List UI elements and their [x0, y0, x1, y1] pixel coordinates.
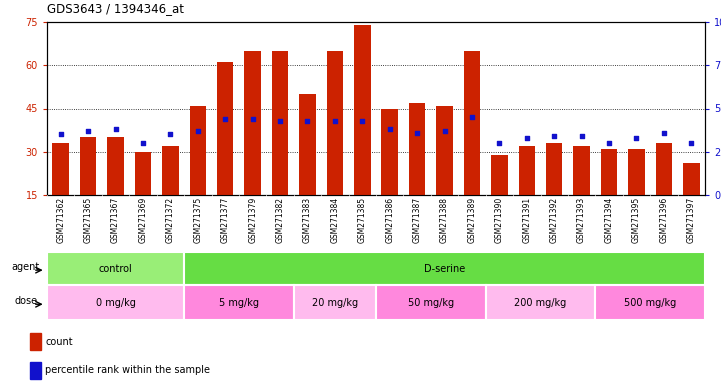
Point — [466, 114, 478, 120]
Point — [274, 118, 286, 124]
Point — [137, 140, 149, 146]
Text: 500 mg/kg: 500 mg/kg — [624, 298, 676, 308]
Bar — [244, 51, 261, 195]
Bar — [217, 62, 234, 195]
Point — [576, 133, 588, 139]
Point — [301, 118, 313, 124]
Point — [384, 126, 396, 132]
Point — [356, 118, 368, 124]
Bar — [628, 149, 645, 195]
Bar — [573, 146, 590, 195]
Text: 200 mg/kg: 200 mg/kg — [514, 298, 567, 308]
Point — [686, 140, 697, 146]
Bar — [293, 285, 376, 320]
Text: GSM271397: GSM271397 — [687, 197, 696, 243]
Point — [82, 128, 94, 134]
Bar — [162, 146, 179, 195]
Point — [110, 126, 121, 132]
Bar — [53, 143, 69, 195]
Text: GSM271372: GSM271372 — [166, 197, 175, 243]
Text: GSM271396: GSM271396 — [660, 197, 668, 243]
Text: GSM271384: GSM271384 — [330, 197, 340, 243]
Bar — [464, 51, 480, 195]
Text: GSM271385: GSM271385 — [358, 197, 367, 243]
Bar — [30, 362, 41, 379]
Point — [658, 130, 670, 136]
Point — [247, 116, 258, 122]
Bar — [30, 333, 41, 350]
Text: GSM271389: GSM271389 — [467, 197, 477, 243]
Point — [164, 131, 176, 137]
Point — [55, 131, 66, 137]
Point — [603, 140, 615, 146]
Text: 0 mg/kg: 0 mg/kg — [96, 298, 136, 308]
Text: GSM271367: GSM271367 — [111, 197, 120, 243]
Bar — [409, 103, 425, 195]
Bar — [272, 51, 288, 195]
Point — [631, 135, 642, 141]
Point — [521, 135, 533, 141]
Text: GSM271386: GSM271386 — [385, 197, 394, 243]
Text: GSM271392: GSM271392 — [549, 197, 559, 243]
Text: GSM271369: GSM271369 — [138, 197, 148, 243]
Bar — [546, 143, 562, 195]
Text: GSM271375: GSM271375 — [193, 197, 203, 243]
Bar — [107, 137, 124, 195]
Text: agent: agent — [12, 262, 40, 272]
Text: GSM271388: GSM271388 — [440, 197, 449, 243]
Text: GSM271377: GSM271377 — [221, 197, 230, 243]
Text: control: control — [99, 263, 133, 273]
Text: 20 mg/kg: 20 mg/kg — [311, 298, 358, 308]
Text: D-serine: D-serine — [424, 263, 465, 273]
Bar — [190, 106, 206, 195]
Point — [439, 128, 451, 134]
Bar — [184, 252, 705, 285]
Text: count: count — [45, 337, 73, 347]
Text: 50 mg/kg: 50 mg/kg — [408, 298, 454, 308]
Text: GDS3643 / 1394346_at: GDS3643 / 1394346_at — [47, 2, 184, 15]
Bar — [518, 146, 535, 195]
Point — [329, 118, 340, 124]
Bar — [299, 94, 316, 195]
Text: GSM271379: GSM271379 — [248, 197, 257, 243]
Bar — [486, 285, 596, 320]
Text: 5 mg/kg: 5 mg/kg — [219, 298, 259, 308]
Text: GSM271391: GSM271391 — [522, 197, 531, 243]
Bar — [376, 285, 486, 320]
Bar — [491, 155, 508, 195]
Bar — [601, 149, 617, 195]
Point — [412, 130, 423, 136]
Bar — [683, 163, 699, 195]
Text: GSM271394: GSM271394 — [604, 197, 614, 243]
Bar — [381, 109, 398, 195]
Bar — [47, 285, 184, 320]
Text: GSM271383: GSM271383 — [303, 197, 312, 243]
Text: GSM271362: GSM271362 — [56, 197, 65, 243]
Bar — [596, 285, 705, 320]
Text: GSM271390: GSM271390 — [495, 197, 504, 243]
Text: GSM271387: GSM271387 — [412, 197, 422, 243]
Text: GSM271395: GSM271395 — [632, 197, 641, 243]
Point — [494, 140, 505, 146]
Bar — [354, 25, 371, 195]
Point — [192, 128, 203, 134]
Text: percentile rank within the sample: percentile rank within the sample — [45, 365, 211, 376]
Bar — [80, 137, 97, 195]
Bar — [655, 143, 672, 195]
Text: GSM271365: GSM271365 — [84, 197, 92, 243]
Point — [549, 133, 560, 139]
Text: dose: dose — [14, 296, 37, 306]
Bar — [184, 285, 293, 320]
Point — [219, 116, 231, 122]
Bar — [436, 106, 453, 195]
Bar — [47, 252, 184, 285]
Bar — [135, 152, 151, 195]
Text: GSM271393: GSM271393 — [577, 197, 586, 243]
Text: GSM271382: GSM271382 — [275, 197, 285, 243]
Bar — [327, 51, 343, 195]
